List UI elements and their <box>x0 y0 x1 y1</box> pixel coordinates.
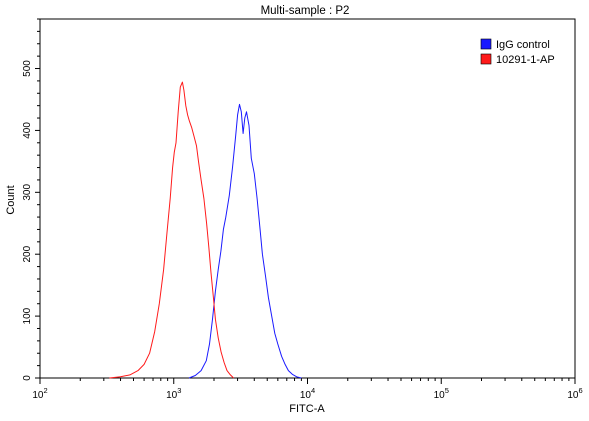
plot-frame <box>39 18 576 379</box>
x-tick-label: 105 <box>434 386 449 401</box>
y-tick-label: 500 <box>22 60 33 77</box>
x-tick-label: 104 <box>300 386 315 401</box>
legend: IgG control 10291-1-AP <box>480 38 555 66</box>
x-tick-label: 103 <box>166 386 181 401</box>
x-tick-label: 106 <box>567 386 582 401</box>
x-tick-label: 102 <box>32 386 47 401</box>
y-axis-label: Count <box>5 185 17 214</box>
y-tick-label: 400 <box>22 122 33 139</box>
legend-swatch <box>480 53 492 65</box>
legend-label: 10291-1-AP <box>496 54 555 66</box>
y-tick-label: 0 <box>22 375 33 381</box>
y-tick-label: 100 <box>22 307 33 324</box>
series-line-1 <box>188 103 302 379</box>
legend-swatch <box>480 38 492 50</box>
legend-label: IgG control <box>496 39 550 51</box>
x-axis-label: FITC-A <box>289 403 325 415</box>
series-layer <box>109 81 302 379</box>
series-line-2 <box>109 81 234 379</box>
axis-ticks: 0 100 200 300 400 500 102 103 104 105 106 <box>22 18 583 401</box>
y-tick-label: 200 <box>22 245 33 262</box>
y-tick-label: 300 <box>22 184 33 201</box>
chart-title: Multi-sample : P2 <box>261 5 350 17</box>
plot-border <box>39 18 576 379</box>
